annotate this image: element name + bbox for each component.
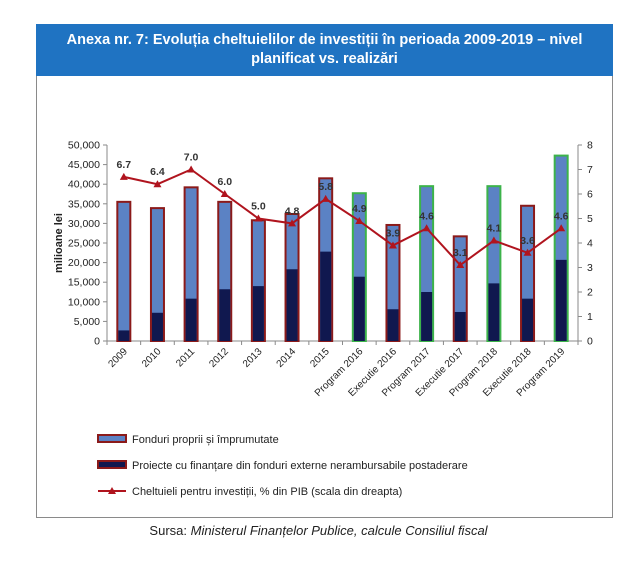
data-label: 7.0 — [184, 152, 199, 164]
data-label: 3.6 — [520, 235, 535, 247]
line-marker — [388, 241, 397, 249]
y-tick-label: 30,000 — [68, 218, 100, 230]
line-marker — [422, 224, 431, 232]
legend-label-line: Cheltuieli pentru investiții, % din PIB … — [132, 486, 402, 498]
y-tick-label: 15,000 — [68, 277, 100, 289]
data-label: 5.0 — [251, 201, 266, 213]
line-marker — [119, 172, 128, 180]
line-cheltuieli-pib — [123, 168, 562, 267]
y-tick-label: 45,000 — [68, 159, 100, 171]
bar-fonduri-externe — [387, 309, 399, 341]
line-marker — [321, 194, 330, 202]
data-label: 4.8 — [285, 205, 300, 217]
y-axis-title: milioane lei — [53, 213, 65, 273]
data-label: 3.1 — [453, 247, 468, 259]
legend-swatch-fonduri — [97, 434, 127, 443]
y2-tick-label: 7 — [587, 164, 593, 176]
y-tick-label: 20,000 — [68, 257, 100, 269]
data-label: 4.1 — [487, 223, 502, 235]
bar-fonduri-externe — [454, 311, 466, 341]
y-tick-label: 0 — [94, 336, 100, 348]
line-marker — [220, 190, 229, 197]
y2-tick-label: 2 — [587, 287, 593, 299]
y2-tick-label: 1 — [587, 311, 593, 323]
x-tick-label: 2012 — [207, 346, 231, 370]
line-marker — [456, 261, 465, 269]
chart-frame — [36, 76, 613, 518]
x-tick-label: 2010 — [140, 346, 164, 370]
y-tick-label: 25,000 — [68, 238, 100, 250]
legend-marker-line — [108, 487, 116, 494]
x-tick-label: 2013 — [241, 346, 265, 370]
bar-fonduri-externe — [320, 251, 332, 341]
y2-tick-label: 8 — [587, 140, 593, 152]
line-marker — [523, 248, 532, 256]
y-tick-label: 40,000 — [68, 179, 100, 191]
y-tick-label: 5,000 — [74, 316, 100, 328]
bar-fonduri-externe — [252, 286, 264, 341]
line-marker — [557, 224, 566, 232]
data-label: 6.7 — [117, 159, 132, 171]
legend-label-externe: Proiecte cu finanțare din fonduri extern… — [132, 460, 468, 472]
y-tick-label: 50,000 — [68, 140, 100, 152]
legend-swatch-externe — [97, 460, 127, 469]
bar-fonduri-externe — [286, 269, 298, 341]
legend-label-fonduri: Fonduri proprii și împrumutate — [132, 434, 279, 446]
y-tick-label: 10,000 — [68, 296, 100, 308]
data-label: 4.6 — [554, 210, 569, 222]
line-marker — [489, 236, 498, 244]
source-prefix: Sursa: — [149, 523, 191, 538]
chart-title: Anexa nr. 7: Evoluția cheltuielilor de i… — [36, 24, 613, 76]
bar-fonduri-externe — [219, 289, 231, 341]
x-tick-label: 2014 — [275, 346, 299, 370]
bar-fonduri-proprii — [116, 200, 132, 342]
line-marker — [288, 219, 297, 227]
bar-fonduri-externe — [118, 330, 130, 341]
data-label: 6.0 — [217, 176, 232, 188]
data-label: 3.9 — [386, 227, 401, 239]
line-marker — [355, 216, 364, 224]
source-text: Ministerul Finanțelor Publice, calcule C… — [190, 523, 488, 538]
y2-tick-label: 0 — [587, 336, 593, 348]
data-label: 4.6 — [419, 210, 434, 222]
bar-fonduri-externe — [555, 259, 567, 341]
y2-tick-label: 5 — [587, 213, 593, 225]
line-marker — [153, 180, 162, 188]
x-tick-label: 2011 — [174, 346, 197, 369]
y2-tick-label: 3 — [587, 262, 593, 274]
chart-svg: 0 5,000 10,000 15,000 20,000 25,000 30,000 35,0… — [53, 140, 593, 499]
y2-tick-label: 6 — [587, 189, 593, 201]
x-tick-label: 2009 — [106, 346, 130, 370]
bar-fonduri-externe — [421, 292, 433, 341]
x-tick-label: 2015 — [308, 346, 332, 370]
bar-fonduri-externe — [151, 312, 163, 341]
data-label: 6.4 — [150, 166, 165, 178]
line-marker — [187, 165, 196, 173]
y-tick-label: 35,000 — [68, 198, 100, 210]
bar-fonduri-externe — [488, 283, 500, 341]
bar-fonduri-externe — [522, 298, 534, 341]
line-marker — [254, 214, 263, 222]
source-note: Sursa: Ministerul Finanțelor Publice, ca… — [0, 523, 637, 538]
y2-tick-label: 4 — [587, 238, 593, 250]
bar-fonduri-externe — [185, 298, 197, 341]
bar-fonduri-externe — [353, 276, 365, 341]
data-label: 4.9 — [352, 203, 367, 215]
data-label: 5.8 — [318, 181, 333, 193]
